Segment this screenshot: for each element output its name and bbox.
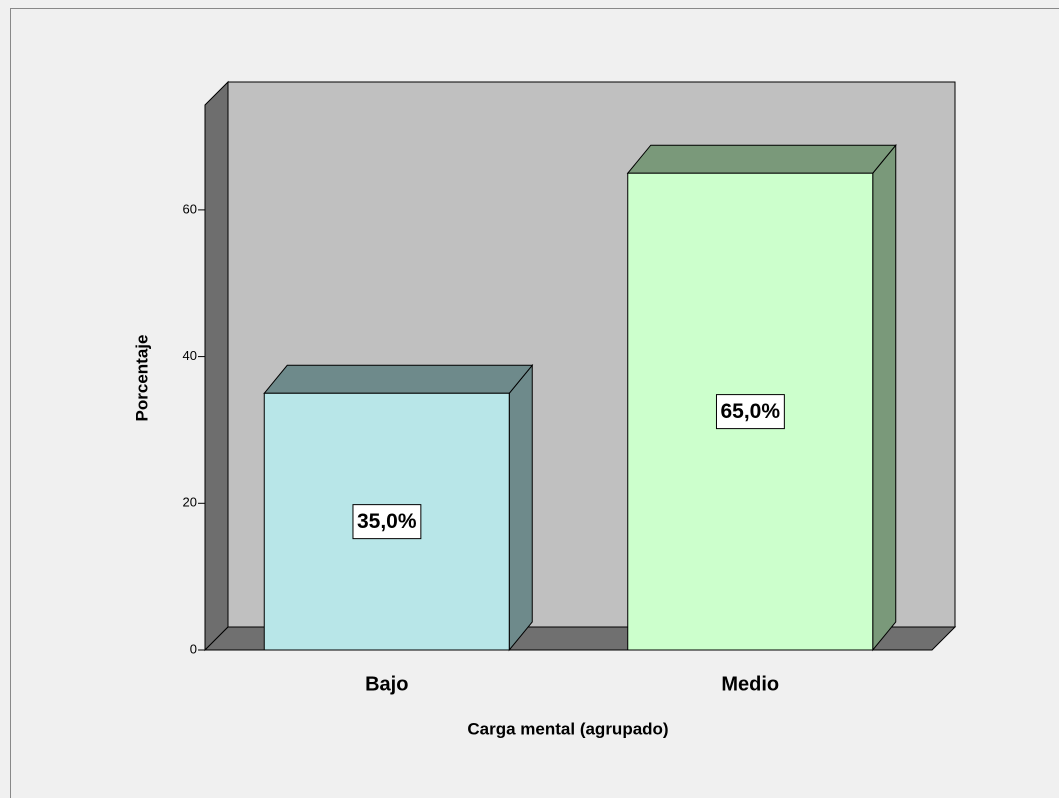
x-tick-label: Medio: [721, 673, 779, 695]
left-wall: [204, 80, 229, 652]
bar-side: [508, 363, 533, 652]
x-tick-label: Bajo: [365, 673, 408, 695]
y-tick-label: 60: [183, 201, 197, 216]
bar-top: [263, 364, 534, 394]
value-label-box: [352, 504, 422, 540]
y-tick-label: 20: [183, 495, 197, 510]
bar-side: [872, 143, 897, 652]
value-label: 65,0%: [720, 400, 780, 423]
x-axis-title: Carga mental (agrupado): [467, 719, 668, 738]
value-label-box: [715, 394, 785, 430]
y-tick-label: 40: [183, 348, 197, 363]
bar-top: [626, 144, 897, 174]
y-axis-title: Porcentaje: [132, 335, 151, 422]
y-tick-label: 0: [190, 641, 197, 656]
value-label: 35,0%: [357, 510, 417, 533]
